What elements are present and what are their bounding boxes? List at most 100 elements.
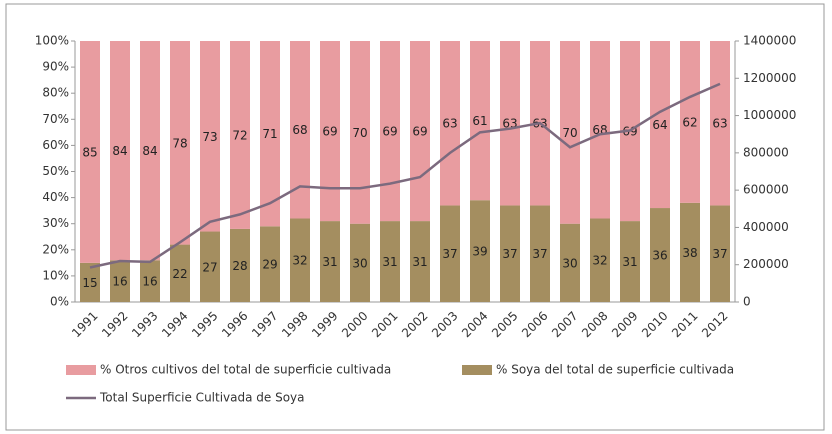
value-label: 32	[292, 254, 307, 268]
y2-tick-label: 0	[743, 295, 751, 309]
legend-label: Total Superficie Cultivada de Soya	[99, 391, 305, 405]
value-label: 84	[112, 144, 127, 158]
value-label: 39	[472, 245, 487, 259]
bar	[290, 218, 310, 302]
value-label: 84	[142, 144, 157, 158]
value-label: 69	[382, 125, 397, 139]
value-label: 63	[712, 117, 727, 131]
bar	[530, 205, 550, 302]
bar	[350, 223, 370, 302]
bar	[470, 41, 490, 201]
value-label: 31	[322, 255, 337, 269]
bar	[440, 41, 460, 206]
value-label: 15	[82, 276, 97, 290]
value-label: 30	[352, 256, 367, 270]
y-tick-label: 60%	[42, 138, 69, 152]
value-label: 85	[82, 145, 97, 159]
value-label: 31	[622, 255, 637, 269]
value-label: 32	[592, 254, 607, 268]
value-label: 28	[232, 259, 247, 273]
bar	[170, 41, 190, 245]
value-label: 69	[412, 125, 427, 139]
value-label: 36	[652, 249, 667, 263]
y-tick-label: 70%	[42, 112, 69, 126]
value-label: 31	[412, 255, 427, 269]
y2-tick-label: 1400000	[743, 34, 796, 48]
y2-tick-label: 800000	[743, 145, 789, 159]
value-label: 30	[562, 256, 577, 270]
bar	[140, 260, 160, 302]
value-label: 38	[682, 246, 697, 260]
value-label: 78	[172, 136, 187, 150]
bar	[380, 221, 400, 302]
y-tick-label: 20%	[42, 242, 69, 256]
bar	[80, 41, 100, 263]
bar	[350, 41, 370, 224]
value-label: 16	[112, 275, 127, 289]
y2-tick-label: 200000	[743, 257, 789, 271]
bar	[470, 200, 490, 302]
bar	[320, 221, 340, 302]
bar	[380, 41, 400, 222]
y-tick-label: 10%	[42, 268, 69, 282]
bar	[260, 41, 280, 227]
bar	[110, 260, 130, 302]
bar	[200, 231, 220, 302]
legend-swatch	[462, 365, 492, 375]
value-label: 16	[142, 275, 157, 289]
bar	[560, 41, 580, 224]
legend-label: % Soya del total de superficie cultivada	[496, 363, 734, 377]
y-tick-label: 0%	[50, 295, 69, 309]
value-label: 69	[322, 125, 337, 139]
bar	[200, 41, 220, 232]
value-label: 63	[442, 117, 457, 131]
bar	[710, 205, 730, 302]
value-label: 37	[502, 247, 517, 261]
y-tick-label: 50%	[42, 164, 69, 178]
bar	[230, 41, 250, 229]
bar	[500, 41, 520, 206]
y2-tick-label: 1200000	[743, 71, 796, 85]
value-label: 72	[232, 128, 247, 142]
bar	[650, 41, 670, 209]
value-label: 27	[202, 260, 217, 274]
value-label: 29	[262, 258, 277, 272]
bar	[650, 208, 670, 302]
value-label: 62	[682, 115, 697, 129]
bar	[80, 262, 100, 302]
bar	[590, 41, 610, 219]
legend-label: % Otros cultivos del total de superficie…	[100, 363, 391, 377]
bar	[680, 202, 700, 302]
value-label: 71	[262, 127, 277, 141]
bar	[560, 223, 580, 302]
bar	[590, 218, 610, 302]
bar	[320, 41, 340, 222]
bar	[260, 226, 280, 302]
value-label: 70	[562, 126, 577, 140]
y2-tick-label: 600000	[743, 183, 789, 197]
bar	[410, 221, 430, 302]
bar	[620, 221, 640, 302]
value-label: 70	[352, 126, 367, 140]
value-label: 37	[532, 247, 547, 261]
value-label: 37	[712, 247, 727, 261]
bar	[290, 41, 310, 219]
bar	[110, 41, 130, 261]
value-label: 37	[442, 247, 457, 261]
y-tick-label: 30%	[42, 216, 69, 230]
legend-swatch	[66, 365, 96, 375]
bar	[140, 41, 160, 261]
bar	[680, 41, 700, 203]
value-label: 31	[382, 255, 397, 269]
y-tick-label: 80%	[42, 86, 69, 100]
bar	[710, 41, 730, 206]
line	[89, 82, 721, 269]
value-label: 61	[472, 114, 487, 128]
value-label: 73	[202, 130, 217, 144]
bar	[440, 205, 460, 302]
y-tick-label: 100%	[35, 34, 69, 48]
value-label: 22	[172, 267, 187, 281]
y2-tick-label: 1000000	[743, 108, 796, 122]
value-label: 68	[292, 123, 307, 137]
